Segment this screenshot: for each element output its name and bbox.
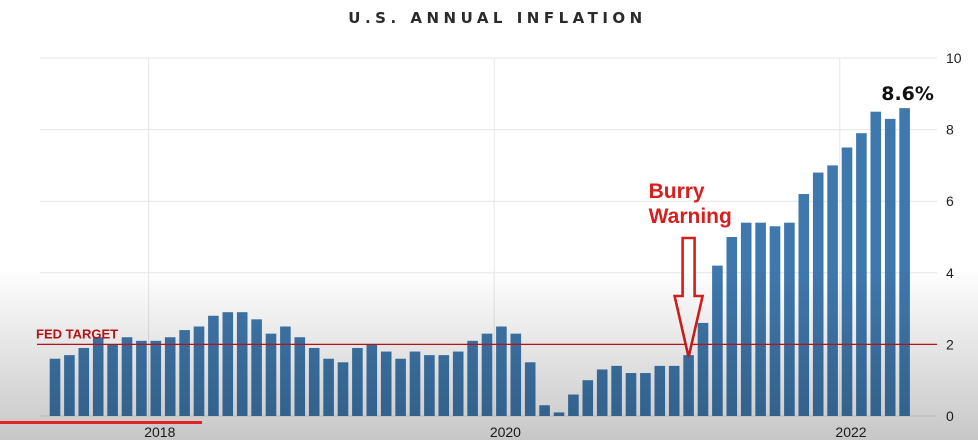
bar (582, 380, 594, 416)
y-tick-label: 0 (946, 408, 954, 424)
bar (308, 347, 320, 416)
bar (899, 108, 910, 417)
bar (136, 340, 147, 416)
bar (438, 355, 450, 416)
bar (654, 365, 666, 416)
bar (812, 172, 824, 416)
bar (769, 226, 781, 416)
bar (193, 326, 205, 416)
fed-target-label: FED TARGET (36, 326, 118, 341)
bar (568, 394, 579, 416)
bar (683, 355, 694, 416)
bar (798, 194, 810, 416)
bar (236, 312, 248, 416)
x-tick-label: 2022 (835, 424, 866, 440)
bar (856, 133, 867, 416)
latest-value-label: 8.6% (881, 83, 934, 105)
bar (524, 362, 536, 416)
bar (553, 412, 565, 416)
bar (668, 365, 680, 416)
chart-title: U.S. ANNUAL INFLATION (348, 9, 647, 27)
bar (49, 358, 61, 416)
bar (496, 326, 507, 416)
bar (611, 365, 622, 416)
bar (150, 340, 162, 416)
bar (884, 118, 896, 417)
y-tick-label: 6 (946, 193, 954, 209)
bar (740, 222, 752, 416)
bar (366, 344, 378, 416)
bar (784, 222, 795, 416)
bar (222, 312, 234, 416)
bar (64, 355, 75, 416)
y-axis-ticks: 0 2 4 6 8 10 (946, 50, 962, 424)
bar (294, 337, 306, 416)
bar (208, 315, 219, 416)
bar (121, 337, 133, 416)
bar (179, 330, 190, 416)
y-tick-label: 8 (946, 122, 954, 138)
warning-label-line2: Warning (649, 205, 732, 228)
bar (78, 347, 90, 416)
bar (424, 355, 435, 416)
bar (755, 222, 766, 416)
bar (265, 333, 277, 416)
bar (841, 147, 853, 416)
bar (697, 322, 709, 416)
bar (92, 337, 104, 416)
bar (625, 373, 637, 416)
y-tick-label: 4 (946, 265, 954, 281)
bar (164, 337, 176, 416)
bar (352, 347, 363, 416)
bar (467, 340, 478, 416)
bar (596, 369, 608, 416)
bar (481, 333, 493, 416)
bar (280, 326, 291, 416)
bar (251, 319, 262, 416)
bar (323, 358, 334, 416)
bar (870, 111, 882, 416)
x-tick-label: 2018 (144, 424, 175, 440)
bar-series (49, 108, 910, 417)
bar (539, 405, 550, 416)
y-tick-label: 2 (946, 336, 954, 352)
bar (395, 358, 406, 416)
bar (337, 362, 349, 416)
bar (640, 373, 651, 416)
video-progress-bar (0, 421, 202, 424)
bar (107, 344, 118, 416)
bar (380, 351, 392, 416)
bar (452, 351, 464, 416)
bar (827, 165, 838, 416)
x-axis-ticks: 2018 2020 2022 (144, 424, 867, 440)
bar (510, 333, 522, 416)
bar (409, 351, 421, 416)
x-tick-label: 2020 (490, 424, 521, 440)
y-tick-label: 10 (946, 50, 962, 66)
bar (712, 265, 723, 416)
warning-label-line1: Burry (649, 180, 705, 203)
bar (726, 237, 738, 416)
